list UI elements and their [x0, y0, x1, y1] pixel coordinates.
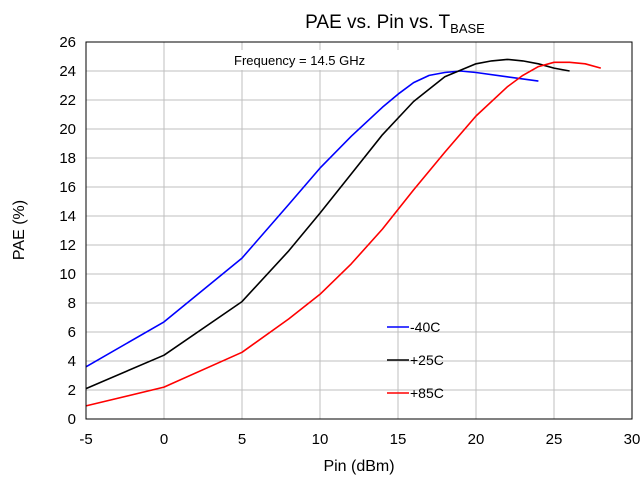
- series-line-2: [86, 62, 601, 406]
- series-lines: [86, 59, 601, 406]
- x-tick-label: 10: [312, 431, 329, 448]
- y-axis-title: PAE (%): [11, 200, 28, 260]
- x-tick-label: 20: [468, 431, 485, 448]
- y-tick-label: 12: [59, 237, 76, 254]
- legend-label-1: +25C: [410, 352, 444, 368]
- x-tick-label: 0: [160, 431, 168, 448]
- x-tick-label: 5: [238, 431, 246, 448]
- legend-label-0: -40C: [410, 319, 440, 335]
- x-tick-label: 30: [624, 431, 641, 448]
- legend: -40C +25C +85C: [387, 319, 444, 401]
- series-line-0: [86, 71, 538, 367]
- y-tick-label: 8: [68, 295, 76, 312]
- y-tick-label: 18: [59, 150, 76, 167]
- x-tick-label: 25: [546, 431, 563, 448]
- grid-lines: [86, 42, 632, 419]
- y-tick-label: 0: [68, 411, 76, 428]
- y-tick-label: 16: [59, 179, 76, 196]
- chart-title-subscript: BASE: [450, 21, 485, 36]
- legend-label-2: +85C: [410, 385, 444, 401]
- chart-title: PAE vs. Pin vs. TBASE: [305, 12, 485, 36]
- y-tick-label: 2: [68, 382, 76, 399]
- y-tick-label: 22: [59, 92, 76, 109]
- chart-title-main: PAE vs. Pin vs. T: [305, 12, 450, 33]
- y-tick-label: 26: [59, 34, 76, 51]
- x-axis-ticks: -5 0 5 10 15 20 25 30: [79, 431, 640, 448]
- series-line-1: [86, 59, 570, 388]
- y-tick-label: 10: [59, 266, 76, 283]
- y-tick-label: 24: [59, 63, 76, 80]
- plot-area-frame: [86, 42, 632, 419]
- x-tick-label: 15: [390, 431, 407, 448]
- x-axis-title: Pin (dBm): [323, 458, 394, 475]
- x-tick-label: -5: [79, 431, 92, 448]
- y-tick-label: 14: [59, 208, 76, 225]
- y-tick-label: 4: [68, 353, 76, 370]
- frequency-annotation: Frequency = 14.5 GHz: [234, 53, 365, 68]
- y-tick-label: 20: [59, 121, 76, 138]
- y-tick-label: 6: [68, 324, 76, 341]
